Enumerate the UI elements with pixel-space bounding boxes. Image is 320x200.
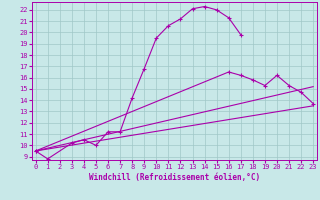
X-axis label: Windchill (Refroidissement éolien,°C): Windchill (Refroidissement éolien,°C) xyxy=(89,173,260,182)
